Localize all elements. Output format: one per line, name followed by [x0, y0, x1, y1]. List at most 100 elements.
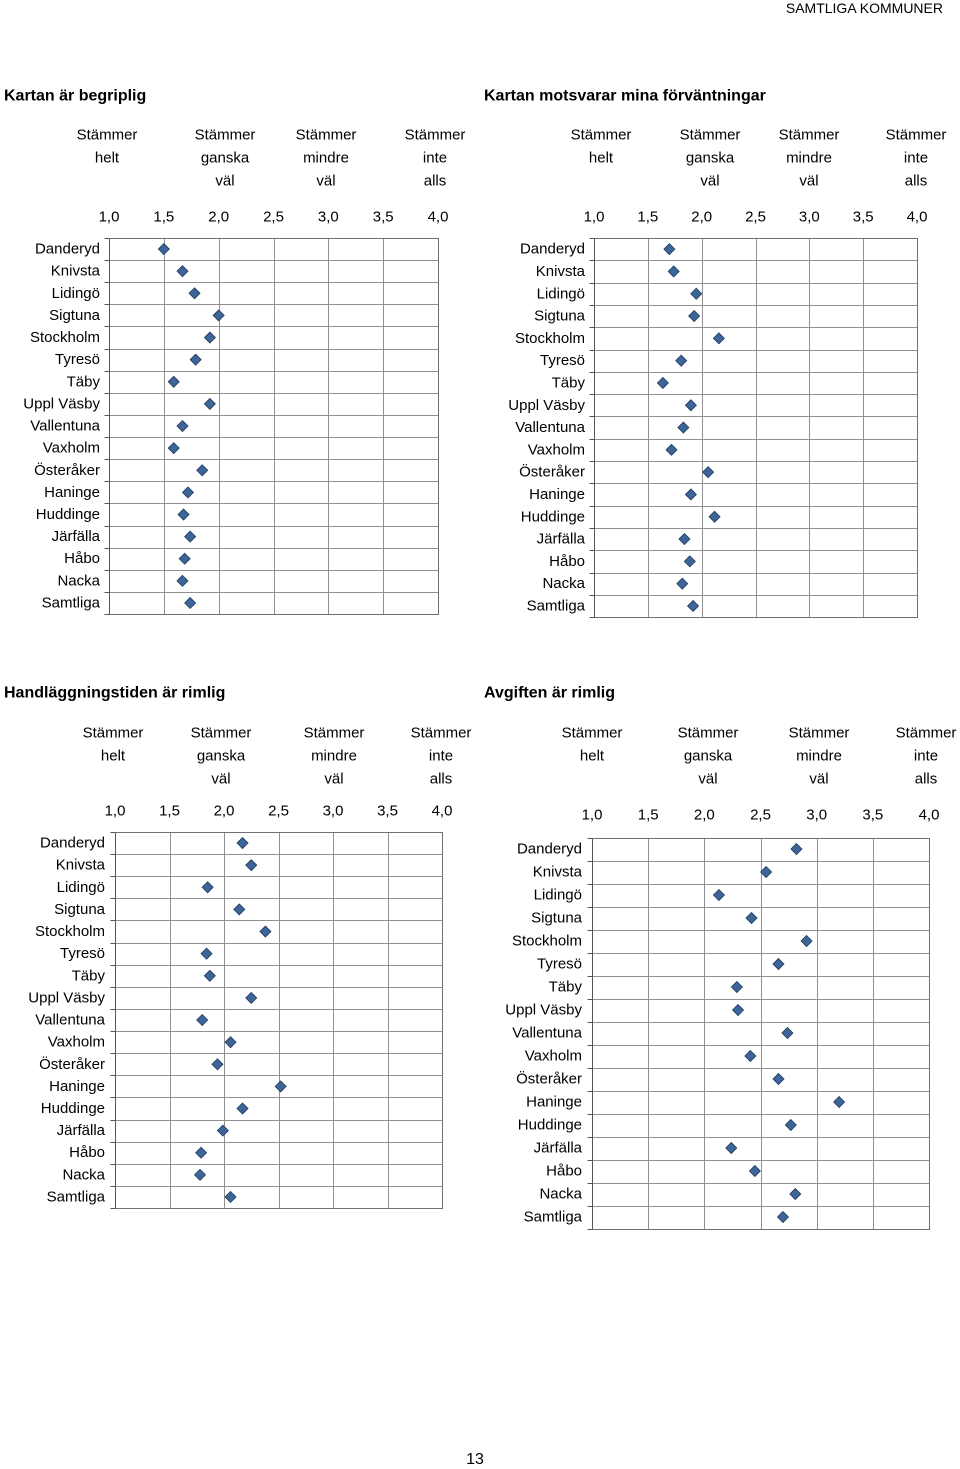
- x-tick-label: 3,5: [377, 803, 398, 820]
- scale-label: Stämmer: [77, 127, 138, 144]
- data-point-sigtuna: [233, 903, 246, 916]
- category-label: Danderyd: [35, 241, 100, 258]
- x-tick-label: 4,0: [432, 803, 453, 820]
- category-label: Vallentuna: [30, 418, 100, 435]
- category-label: Täby: [549, 979, 583, 996]
- data-points: [712, 842, 846, 1224]
- data-point-knivsta: [667, 265, 680, 278]
- x-tick-label: 3,0: [806, 807, 827, 824]
- data-point-stockholm: [259, 925, 272, 938]
- category-label: Järfälla: [52, 528, 101, 545]
- category-label: Samtliga: [47, 1188, 106, 1205]
- scale-label: ganska: [197, 748, 246, 765]
- scale-header: Stämmer helt Stämmer ganska väl Stämmer mindre…: [83, 725, 472, 788]
- data-point-haninge: [181, 486, 195, 499]
- scale-label: alls: [915, 771, 938, 788]
- data-point-vaxholm: [224, 1036, 237, 1049]
- data-point-habo: [748, 1164, 761, 1178]
- data-point-huddinge: [236, 1102, 249, 1115]
- data-point-huddinge: [708, 510, 721, 523]
- category-label: Vaxholm: [48, 1034, 105, 1051]
- category-label: Tyresö: [540, 352, 585, 369]
- data-point-tyreso: [772, 957, 785, 971]
- category-label: Håbo: [64, 550, 100, 567]
- category-label: Danderyd: [520, 241, 585, 258]
- category-label: Håbo: [546, 1163, 582, 1180]
- x-tick-label: 3,5: [862, 807, 883, 824]
- data-point-osteraker: [196, 464, 209, 477]
- scale-header: Stämmer helt Stämmer ganska väl Stämmer mindre…: [562, 725, 957, 788]
- category-label: Huddinge: [36, 506, 100, 523]
- plot-grid: [110, 832, 443, 1209]
- category-label: Täby: [67, 373, 101, 390]
- data-point-taby: [656, 376, 669, 390]
- category-labels: Danderyd Knivsta Lidingö Sigtuna Stockholm Ty…: [28, 835, 105, 1206]
- data-point-jarfalla: [184, 530, 197, 543]
- chart-kartan-motsvarar-mina-forvantningar: Kartan motsvarar mina förväntningar Stäm…: [484, 88, 946, 618]
- scale-label: ganska: [686, 150, 735, 167]
- category-label: Tyresö: [60, 945, 105, 962]
- data-point-vaxholm: [167, 442, 180, 455]
- data-point-nacka: [789, 1187, 802, 1201]
- data-point-sigtuna: [745, 911, 758, 925]
- data-point-lidingo: [690, 287, 703, 300]
- chart-handlaggningstiden-ar-rimlig: Handläggningstiden är rimlig Stämmer helt…: [4, 685, 471, 1209]
- chart-title: Kartan är begriplig: [4, 88, 146, 105]
- data-point-huddinge: [177, 508, 190, 521]
- data-point-tyreso: [675, 354, 688, 367]
- chart-title: Avgiften är rimlig: [484, 685, 615, 702]
- data-point-vallentuna: [677, 421, 690, 434]
- data-point-habo: [178, 552, 191, 565]
- x-tick-label: 1,5: [637, 209, 658, 226]
- data-point-samtliga: [224, 1190, 237, 1204]
- category-label: Samtliga: [527, 597, 586, 614]
- x-tick-label: 3,0: [799, 209, 820, 226]
- data-point-vallentuna: [196, 1013, 209, 1027]
- category-labels: Danderyd Knivsta Lidingö Sigtuna Stockholm Ty…: [508, 241, 585, 615]
- data-points: [193, 836, 287, 1204]
- category-label: Samtliga: [42, 594, 101, 611]
- x-tick-label: 1,5: [153, 209, 174, 226]
- scale-label: alls: [424, 173, 447, 190]
- scale-label: väl: [215, 173, 234, 190]
- x-axis-ticks: 1,0 1,5 2,0 2,5 3,0 3,5 4,0: [582, 807, 940, 824]
- scale-header: Stämmer helt Stämmer ganska väl Stämmer mindre…: [77, 127, 466, 190]
- data-points: [157, 242, 225, 610]
- category-label: Täby: [552, 374, 586, 391]
- category-label: Tyresö: [55, 351, 100, 368]
- scale-label: Stämmer: [562, 725, 623, 742]
- category-label: Knivsta: [56, 857, 106, 874]
- data-point-jarfalla: [216, 1124, 229, 1137]
- x-tick-label: 3,0: [318, 209, 339, 226]
- category-label: Haninge: [44, 484, 100, 501]
- data-point-stockholm: [203, 331, 216, 344]
- scale-label: Stämmer: [304, 725, 365, 742]
- data-point-nacka: [676, 577, 689, 590]
- scale-label: väl: [324, 771, 343, 788]
- scale-label: inte: [904, 150, 928, 167]
- scale-label: inte: [429, 748, 453, 765]
- data-point-taby: [167, 375, 180, 388]
- data-point-lidingo: [201, 881, 214, 894]
- category-label: Uppl Väsby: [505, 1002, 582, 1019]
- x-tick-label: 3,5: [853, 209, 874, 226]
- plot-grid: [587, 838, 930, 1230]
- data-point-osteraker: [211, 1058, 224, 1071]
- data-point-vaxholm: [744, 1049, 757, 1063]
- category-label: Stockholm: [35, 923, 105, 940]
- scale-label: inte: [423, 150, 447, 167]
- category-label: Vallentuna: [515, 419, 585, 436]
- x-tick-label: 1,0: [584, 209, 605, 226]
- data-point-stockholm: [800, 934, 813, 948]
- x-tick-label: 4,0: [428, 209, 449, 226]
- data-point-knivsta: [760, 865, 773, 879]
- category-label: Lidingö: [534, 887, 582, 904]
- category-label: Uppl Väsby: [23, 395, 100, 412]
- scale-label: Stämmer: [678, 725, 739, 742]
- data-point-haninge: [274, 1080, 287, 1093]
- data-point-haninge: [833, 1095, 846, 1109]
- scale-label: alls: [905, 173, 928, 190]
- scale-label: helt: [101, 748, 126, 765]
- scale-label: Stämmer: [83, 725, 144, 742]
